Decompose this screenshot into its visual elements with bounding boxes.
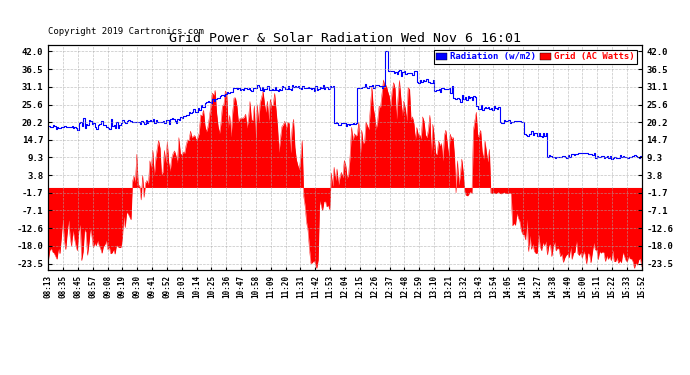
Title: Grid Power & Solar Radiation Wed Nov 6 16:01: Grid Power & Solar Radiation Wed Nov 6 1… xyxy=(169,32,521,45)
Text: Copyright 2019 Cartronics.com: Copyright 2019 Cartronics.com xyxy=(48,27,204,36)
Legend: Radiation (w/m2), Grid (AC Watts): Radiation (w/m2), Grid (AC Watts) xyxy=(433,50,637,64)
